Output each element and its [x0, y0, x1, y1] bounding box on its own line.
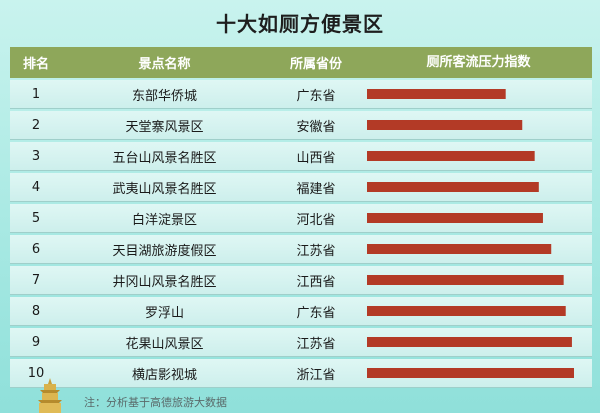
table-row: 9 花果山风景区 江苏省	[10, 328, 592, 357]
header-province: 所属省份	[289, 57, 342, 72]
province-cell: 浙江省	[296, 367, 336, 383]
pressure-cell	[365, 142, 592, 170]
footnote: 注：分析基于高德旅游大数据	[84, 396, 227, 409]
header-name: 景点名称	[138, 57, 191, 72]
pressure-bar-svg	[367, 89, 506, 99]
province-cell: 广东省	[296, 305, 336, 321]
table-header: 排名 景点名称 所属省份 厕所客流压力指数	[10, 47, 592, 78]
scenic-name-cell: 天堂寨风景区	[125, 119, 204, 135]
pressure-bar	[367, 306, 566, 316]
pressure-bar-svg	[367, 244, 552, 254]
pressure-cell	[365, 328, 592, 356]
province-cell: 江苏省	[296, 243, 336, 259]
pressure-cell	[365, 173, 592, 201]
scenic-name-cell: 白洋淀景区	[131, 212, 197, 228]
table-row: 2 天堂寨风景区 安徽省	[10, 111, 592, 140]
province-cell: 广东省	[296, 88, 336, 104]
table-row: 8 罗浮山 广东省	[10, 297, 592, 326]
scenic-name-cell: 东部华侨城	[131, 88, 197, 104]
pressure-cell	[365, 111, 592, 139]
header-rank: 排名	[22, 57, 49, 72]
pressure-bar	[367, 213, 543, 223]
pressure-cell	[365, 80, 592, 108]
scenic-name-cell: 花果山风景区	[125, 336, 204, 352]
province-cell: 江西省	[296, 274, 336, 290]
pressure-bar-svg	[367, 120, 523, 130]
rank-cell: 4	[31, 179, 41, 195]
province-cell: 山西省	[296, 150, 336, 166]
pressure-cell	[365, 204, 592, 232]
table-row: 6 天目湖旅游度假区 江苏省	[10, 235, 592, 264]
rank-cell: 3	[31, 148, 41, 164]
pressure-bar-svg	[367, 368, 574, 378]
rank-cell: 2	[31, 117, 41, 133]
rank-cell: 8	[31, 303, 41, 319]
scenic-name-cell: 罗浮山	[144, 305, 184, 321]
scenic-name-cell: 武夷山风景名胜区	[112, 181, 217, 197]
rank-cell: 10	[27, 365, 45, 381]
pressure-cell	[365, 359, 592, 387]
pressure-bar	[367, 337, 572, 347]
chart-title: 十大如厕方便景区	[216, 12, 384, 36]
pressure-bar	[367, 151, 535, 161]
rank-cell: 9	[31, 334, 41, 350]
pressure-bar	[367, 120, 523, 130]
table-row: 4 武夷山风景名胜区 福建省	[10, 173, 592, 202]
scenic-name-cell: 井冈山风景名胜区	[112, 274, 217, 290]
rank-cell: 1	[31, 86, 41, 102]
pressure-bar	[367, 275, 564, 285]
province-cell: 福建省	[296, 181, 336, 197]
table-body: 1 东部华侨城 广东省 2 天堂寨风景区 安徽省 3 五台山风景名胜区 山西省 4 武夷山风景名胜区…	[10, 80, 592, 388]
pressure-cell	[365, 297, 592, 325]
table-row: 5 白洋淀景区 河北省	[10, 204, 592, 233]
pressure-bar-svg	[367, 213, 543, 223]
pagoda-icon	[38, 378, 62, 413]
ranking-table: 排名 景点名称 所属省份 厕所客流压力指数 1 东部华侨城 广东省 2 天堂寨风景区 安徽…	[10, 47, 592, 388]
province-cell: 江苏省	[296, 336, 336, 352]
pressure-bar-svg	[367, 275, 564, 285]
rank-cell: 6	[31, 241, 41, 257]
scenic-name-cell: 五台山风景名胜区	[112, 150, 217, 166]
province-cell: 安徽省	[296, 119, 336, 135]
table-row: 1 东部华侨城 广东省	[10, 80, 592, 109]
pressure-bar	[367, 182, 539, 192]
pressure-bar-svg	[367, 151, 535, 161]
rank-cell: 5	[31, 210, 41, 226]
province-cell: 河北省	[296, 212, 336, 228]
table-row: 7 井冈山风景名胜区 江西省	[10, 266, 592, 295]
rank-cell: 7	[31, 272, 41, 288]
scenic-name-cell: 天目湖旅游度假区	[112, 243, 217, 259]
table-row: 3 五台山风景名胜区 山西省	[10, 142, 592, 171]
pressure-bar-svg	[367, 306, 566, 316]
table-row: 10 横店影视城 浙江省	[10, 359, 592, 388]
header-pressure: 厕所客流压力指数	[426, 55, 531, 70]
pressure-bar	[367, 368, 574, 378]
pressure-cell	[365, 235, 592, 263]
scenic-name-cell: 横店影视城	[131, 367, 197, 383]
pressure-bar	[367, 89, 506, 99]
pressure-bar-svg	[367, 337, 572, 347]
pressure-bar-svg	[367, 182, 539, 192]
pressure-bar	[367, 244, 552, 254]
pressure-cell	[365, 266, 592, 294]
